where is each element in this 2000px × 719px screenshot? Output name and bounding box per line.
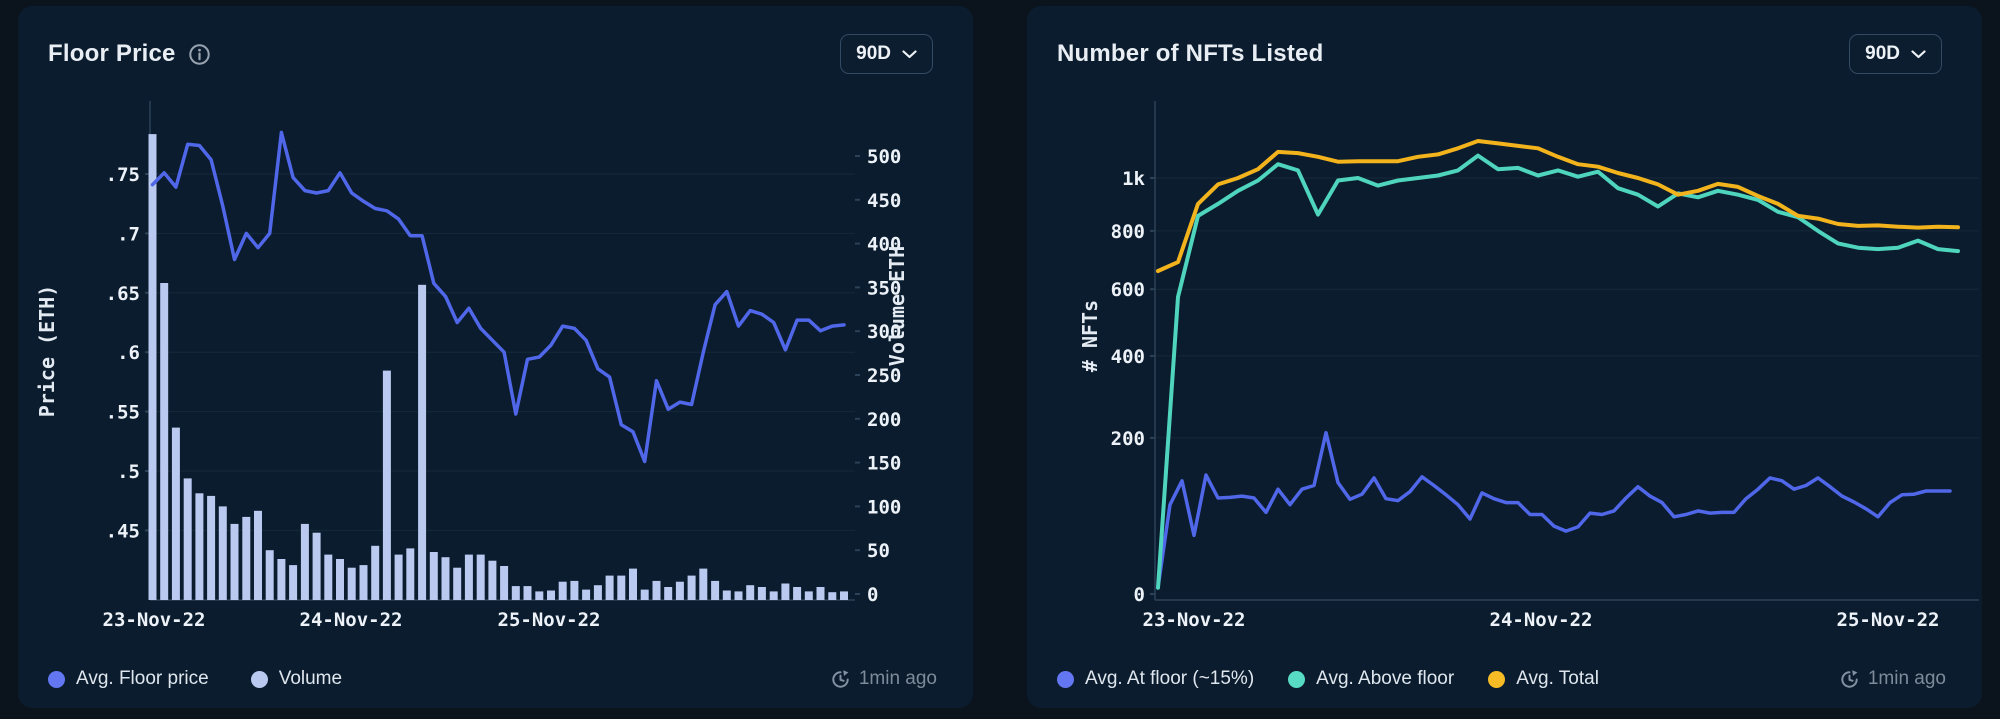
nft-panel-footer: Avg. At floor (~15%) Avg. Above floor Av… bbox=[1057, 668, 1946, 690]
legend-item-volume[interactable]: Volume bbox=[250, 668, 343, 690]
legend-dot bbox=[1057, 670, 1074, 688]
svg-text:450: 450 bbox=[867, 190, 901, 212]
svg-text:.45: .45 bbox=[106, 520, 140, 542]
svg-text:1k: 1k bbox=[1122, 168, 1145, 190]
nft-legend: Avg. At floor (~15%) Avg. Above floor Av… bbox=[1057, 668, 1599, 690]
legend-item-avg-floor-price[interactable]: Avg. Floor price bbox=[48, 668, 209, 690]
avg-above-floor-line bbox=[1156, 153, 1960, 590]
history-clock-icon bbox=[1841, 669, 1858, 688]
svg-text:50: 50 bbox=[867, 540, 890, 562]
svg-text:# NFTs: # NFTs bbox=[1078, 300, 1102, 372]
svg-text:200: 200 bbox=[1111, 428, 1145, 450]
range-selector-button[interactable]: 90D bbox=[840, 34, 933, 74]
last-updated-text: 1min ago bbox=[1867, 668, 1946, 689]
svg-text:.65: .65 bbox=[106, 283, 140, 305]
svg-text:500: 500 bbox=[867, 146, 901, 168]
floor-legend: Avg. Floor price Volume bbox=[48, 668, 342, 690]
svg-text:600: 600 bbox=[1111, 279, 1145, 301]
nfts-listed-panel: Number of NFTs Listed 90D 1k 800 600 400 200… bbox=[1027, 6, 1982, 708]
svg-text:400: 400 bbox=[1111, 346, 1145, 368]
avg-total-line bbox=[1156, 139, 1960, 273]
floor-panel-header: Floor Price 90D bbox=[48, 34, 933, 74]
info-icon[interactable] bbox=[188, 43, 211, 66]
history-clock-icon bbox=[832, 669, 849, 688]
last-updated-text: 1min ago bbox=[858, 668, 937, 689]
legend-label: Volume bbox=[278, 668, 343, 689]
legend-label: Avg. Total bbox=[1516, 668, 1599, 689]
panel-title: Floor Price bbox=[48, 40, 176, 67]
svg-text:Price (ETH): Price (ETH) bbox=[35, 285, 59, 417]
nfts-listed-chart[interactable]: 1k 800 600 400 200 0 23-Nov-22 24-Nov-22 25-Nov-… bbox=[1027, 6, 1982, 708]
svg-text:.5: .5 bbox=[117, 461, 140, 483]
svg-text:150: 150 bbox=[867, 453, 901, 475]
floor-price-panel: Floor Price 90D .75.7.65.6.55.5.45 500 450… bbox=[18, 6, 973, 708]
legend-item-avg-total[interactable]: Avg. Total bbox=[1488, 668, 1599, 690]
legend-label: Avg. Floor price bbox=[76, 668, 209, 689]
nft-panel-header: Number of NFTs Listed 90D bbox=[1057, 34, 1942, 74]
svg-text:200: 200 bbox=[867, 409, 901, 431]
svg-text:250: 250 bbox=[867, 365, 901, 387]
panel-title: Number of NFTs Listed bbox=[1057, 40, 1324, 67]
svg-text:800: 800 bbox=[1111, 221, 1145, 243]
range-value: 90D bbox=[1865, 43, 1900, 64]
svg-text:400: 400 bbox=[867, 234, 901, 256]
svg-text:24-Nov-22: 24-Nov-22 bbox=[300, 609, 403, 631]
volume-bars bbox=[148, 134, 848, 600]
legend-dot bbox=[1488, 670, 1506, 688]
svg-text:25-Nov-22: 25-Nov-22 bbox=[498, 609, 601, 631]
info-circle-icon bbox=[188, 43, 210, 65]
svg-text:0: 0 bbox=[1134, 584, 1145, 606]
floor-price-chart[interactable]: .75.7.65.6.55.5.455004504003503002502001… bbox=[18, 6, 973, 708]
svg-text:0: 0 bbox=[867, 584, 878, 606]
floor-panel-footer: Avg. Floor price Volume 1min ago bbox=[48, 668, 937, 690]
legend-dot bbox=[250, 670, 268, 688]
svg-text:.7: .7 bbox=[117, 223, 140, 245]
legend-item-avg-at-floor[interactable]: Avg. At floor (~15%) bbox=[1057, 668, 1254, 690]
range-value: 90D bbox=[856, 43, 891, 64]
svg-text:23-Nov-22: 23-Nov-22 bbox=[1143, 609, 1246, 631]
svg-text:.6: .6 bbox=[117, 342, 140, 364]
svg-text:.55: .55 bbox=[106, 402, 140, 424]
avg-floor-price-line bbox=[150, 130, 846, 464]
chevron-down-icon bbox=[902, 49, 917, 58]
svg-text:24-Nov-22: 24-Nov-22 bbox=[1490, 609, 1593, 631]
last-updated: 1min ago bbox=[1839, 668, 1946, 690]
legend-item-avg-above-floor[interactable]: Avg. Above floor bbox=[1288, 668, 1454, 690]
svg-text:25-Nov-22: 25-Nov-22 bbox=[1837, 609, 1940, 631]
legend-dot bbox=[1288, 670, 1306, 688]
svg-text:300: 300 bbox=[867, 321, 901, 343]
svg-text:350: 350 bbox=[867, 277, 901, 299]
svg-text:23-Nov-22: 23-Nov-22 bbox=[103, 609, 206, 631]
legend-dot bbox=[48, 670, 65, 688]
svg-text:.75: .75 bbox=[106, 164, 140, 186]
svg-text:Volume ETH: Volume ETH bbox=[885, 246, 909, 366]
chevron-down-icon bbox=[1911, 49, 1926, 58]
range-selector-button[interactable]: 90D bbox=[1849, 34, 1942, 74]
svg-text:100: 100 bbox=[867, 496, 901, 518]
avg-at-floor-15-line bbox=[1156, 430, 1952, 590]
last-updated: 1min ago bbox=[830, 668, 937, 690]
legend-label: Avg. At floor (~15%) bbox=[1085, 668, 1255, 689]
legend-label: Avg. Above floor bbox=[1316, 668, 1455, 689]
